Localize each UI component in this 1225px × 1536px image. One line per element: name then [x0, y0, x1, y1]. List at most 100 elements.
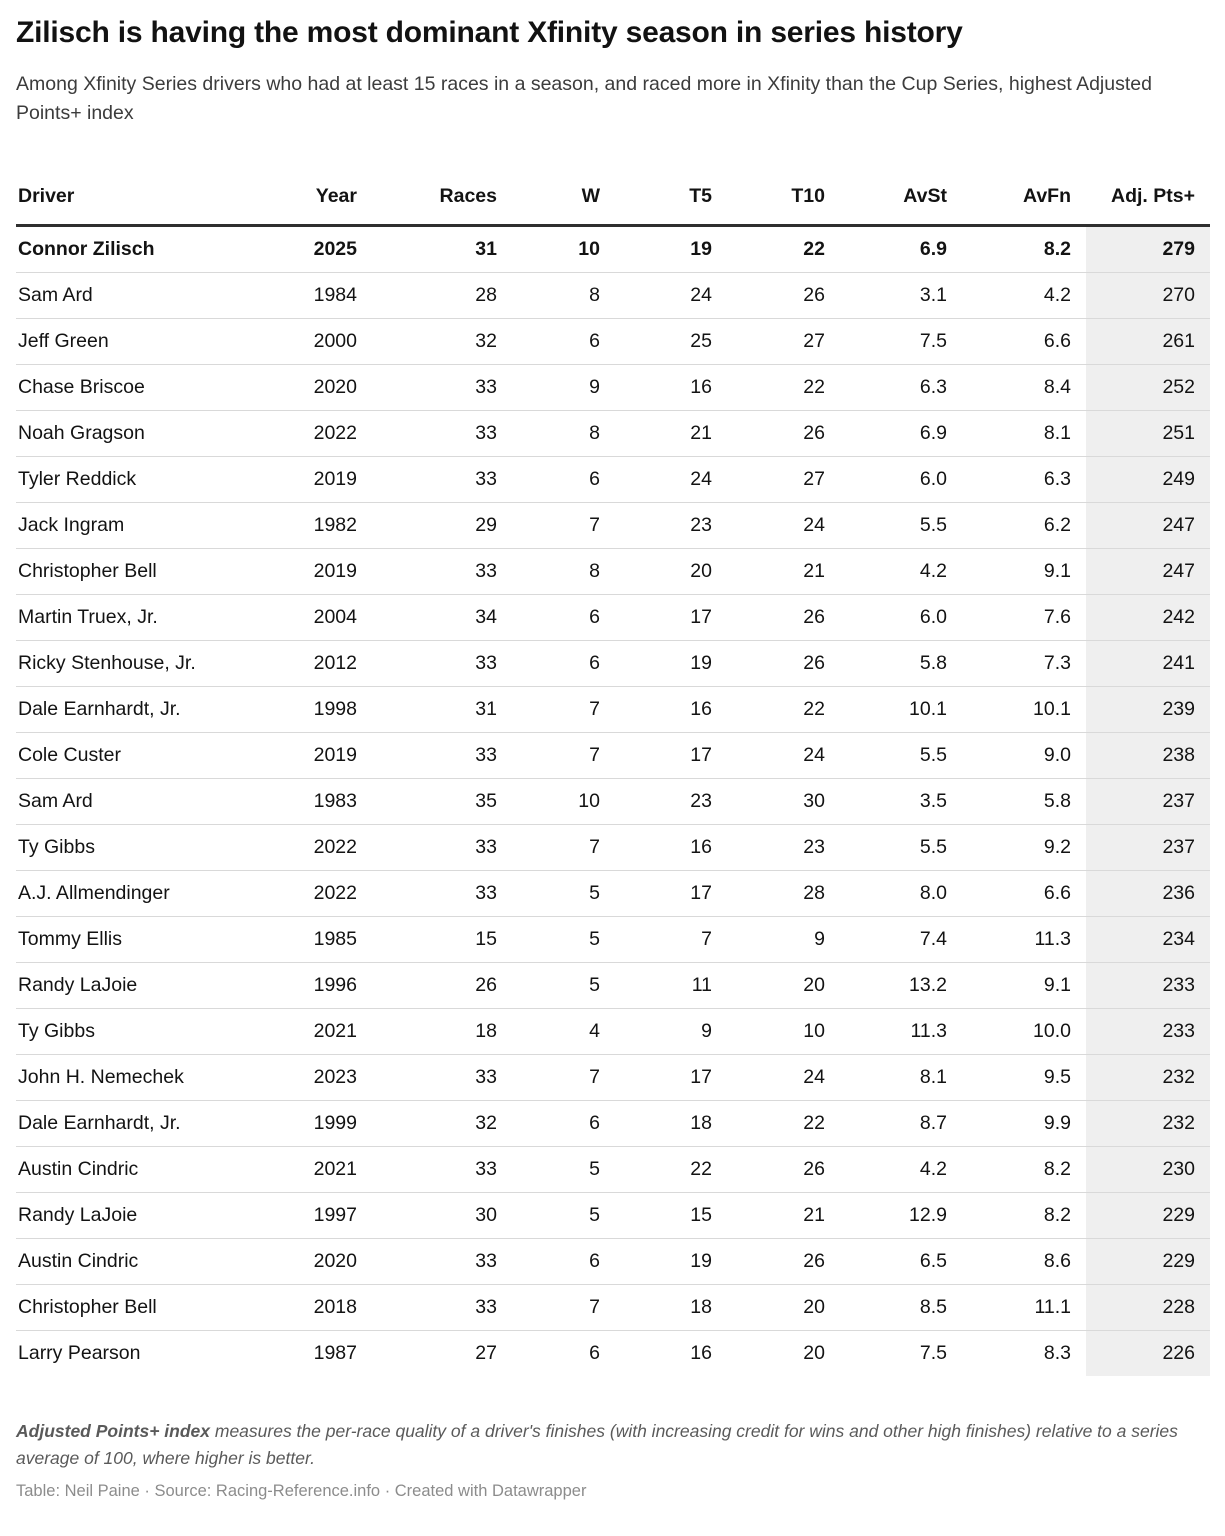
cell-adj-pts: 226 [1086, 1330, 1210, 1376]
cell-races: 15 [372, 916, 512, 963]
table-row: Tommy Ellis 1985 15 5 7 9 7.4 11.3 234 [16, 916, 1210, 963]
cell-w: 6 [512, 456, 615, 503]
cell-t10: 28 [727, 870, 840, 917]
cell-year: 2022 [299, 410, 372, 457]
cell-adj-pts: 247 [1086, 548, 1210, 595]
cell-t5: 16 [615, 1330, 727, 1376]
cell-driver: Sam Ard [16, 272, 299, 319]
cell-avst: 6.9 [919, 238, 947, 260]
column-header-w: W [512, 182, 615, 227]
cell-races: 27 [372, 1330, 512, 1376]
cell-avfn: 8.4 [962, 364, 1086, 411]
cell-w: 6 [512, 594, 615, 641]
cell-t10: 22 [727, 686, 840, 733]
cell-adj-pts: 247 [1086, 502, 1210, 549]
cell-t10: 10 [727, 1008, 840, 1055]
cell-t5: 15 [615, 1192, 727, 1239]
table-row: Dale Earnhardt, Jr. 1999 32 6 18 22 8.7 9.9 232 [16, 1100, 1210, 1147]
cell-adj-pts: 239 [1086, 686, 1210, 733]
cell-driver: Ty Gibbs [16, 824, 299, 871]
cell-year: 2020 [299, 364, 372, 411]
column-header-adj-pts: Adj. Pts+ [1086, 182, 1210, 227]
cell-avfn: 8.2 [962, 1146, 1086, 1193]
cell-adj-pts: 229 [1086, 1192, 1210, 1239]
table-row: Connor Zilisch 2025 31 10 19 22 6.9 8.2 279 [16, 225, 1210, 273]
cell-avst: 7.5 [840, 1330, 962, 1376]
cell-avfn: 8.2 [962, 1192, 1086, 1239]
cell-w: 5 [512, 870, 615, 917]
table-row: Ricky Stenhouse, Jr. 2012 33 6 19 26 5.8 7.3 241 [16, 640, 1210, 687]
cell-driver: Dale Earnhardt, Jr. [16, 1100, 299, 1147]
table-row: Martin Truex, Jr. 2004 34 6 17 26 6.0 7.6 242 [16, 594, 1210, 641]
cell-adj-pts: 234 [1086, 916, 1210, 963]
cell-races: 33 [372, 364, 512, 411]
cell-adj-pts: 252 [1086, 364, 1210, 411]
cell-year: 2019 [299, 548, 372, 595]
cell-year: 2019 [299, 456, 372, 503]
cell-driver: Randy LaJoie [16, 962, 299, 1009]
cell-driver: Jeff Green [16, 318, 299, 365]
table-row: Randy LaJoie 1996 26 5 11 20 13.2 9.1 233 [16, 962, 1210, 1009]
cell-races: 33 [372, 456, 512, 503]
cell-avst: 5.5 [840, 732, 962, 779]
cell-t5: 19 [615, 640, 727, 687]
cell-t5: 24 [615, 456, 727, 503]
cell-t5: 16 [615, 824, 727, 871]
table-row: Cole Custer 2019 33 7 17 24 5.5 9.0 238 [16, 732, 1210, 779]
cell-races: 31 [372, 686, 512, 733]
cell-races: 33 [372, 732, 512, 779]
cell-avst: 6.3 [840, 364, 962, 411]
cell-adj-pts: 270 [1086, 272, 1210, 319]
cell-adj-pts: 249 [1086, 456, 1210, 503]
cell-w: 8 [512, 272, 615, 319]
cell-w: 7 [512, 502, 615, 549]
cell-t5: 25 [615, 318, 727, 365]
cell-avst: 5.8 [840, 640, 962, 687]
cell-adj-pts: 230 [1086, 1146, 1210, 1193]
cell-adj-pts: 232 [1086, 1054, 1210, 1101]
table-row: Tyler Reddick 2019 33 6 24 27 6.0 6.3 249 [16, 456, 1210, 503]
cell-races: 33 [372, 548, 512, 595]
cell-year: 2019 [299, 732, 372, 779]
cell-w: 7 [512, 686, 615, 733]
cell-adj-pts: 233 [1086, 1008, 1210, 1055]
cell-year: 1987 [299, 1330, 372, 1376]
cell-driver: Noah Gragson [16, 410, 299, 457]
cell-races: 32 [372, 318, 512, 365]
cell-avfn: 4.2 [962, 272, 1086, 319]
cell-avst: 6.0 [840, 594, 962, 641]
cell-avfn: 8.3 [962, 1330, 1086, 1376]
cell-driver: Ricky Stenhouse, Jr. [16, 640, 299, 687]
cell-races: 32 [372, 1100, 512, 1147]
cell-driver: Dale Earnhardt, Jr. [16, 686, 299, 733]
cell-races: 33 [372, 870, 512, 917]
cell-t5: 19 [615, 1238, 727, 1285]
cell-driver: Martin Truex, Jr. [16, 594, 299, 641]
cell-w: 10 [578, 238, 600, 260]
cell-avst: 8.7 [840, 1100, 962, 1147]
column-header-avst: AvSt [840, 182, 962, 227]
cell-w: 4 [512, 1008, 615, 1055]
cell-avfn: 11.3 [962, 916, 1086, 963]
table-body: Connor Zilisch 2025 31 10 19 22 6.9 8.2 279 Sam A… [16, 225, 1210, 1376]
cell-year: 1997 [299, 1192, 372, 1239]
cell-avst: 3.1 [840, 272, 962, 319]
cell-adj-pts: 279 [1086, 225, 1210, 273]
cell-year: 2020 [299, 1238, 372, 1285]
cell-driver: Sam Ard [16, 778, 299, 825]
table-row: Christopher Bell 2018 33 7 18 20 8.5 11.1 228 [16, 1284, 1210, 1331]
cell-t10: 22 [727, 1100, 840, 1147]
cell-races: 28 [372, 272, 512, 319]
cell-races: 26 [372, 962, 512, 1009]
cell-avfn: 6.6 [962, 318, 1086, 365]
cell-adj-pts: 238 [1086, 732, 1210, 779]
cell-driver: A.J. Allmendinger [16, 870, 299, 917]
cell-t5: 9 [615, 1008, 727, 1055]
cell-t10: 20 [727, 962, 840, 1009]
cell-driver: Tommy Ellis [16, 916, 299, 963]
cell-adj-pts: 237 [1086, 824, 1210, 871]
cell-w: 6 [512, 318, 615, 365]
cell-avfn: 10.1 [962, 686, 1086, 733]
cell-t10: 20 [727, 1284, 840, 1331]
cell-w: 7 [512, 732, 615, 779]
